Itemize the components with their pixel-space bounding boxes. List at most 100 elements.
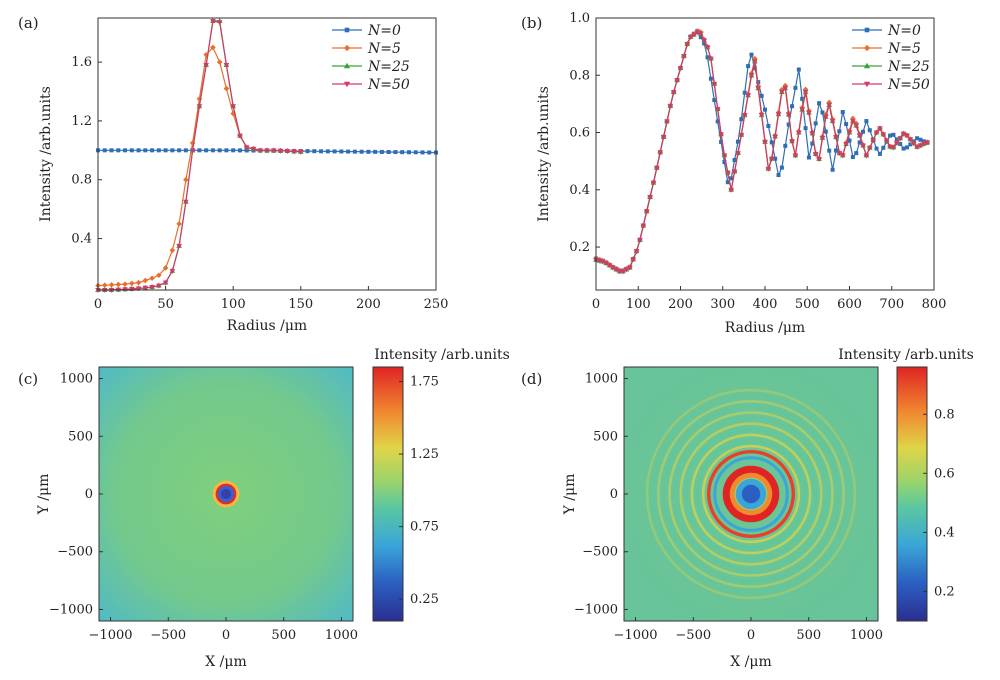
a-xtick-label-5: 250: [424, 297, 449, 312]
c-ytick-label-1: 500: [68, 429, 93, 444]
a-series-3-point-29: [291, 149, 297, 155]
b-series-3-point-67: [819, 135, 826, 141]
b-series-3-point-18: [654, 165, 660, 171]
b-series-3-point-17: [650, 180, 657, 186]
b-series-0-point-49: [759, 93, 764, 98]
a-legend-label-1: N=5: [367, 41, 401, 57]
b-series-0-point-75: [847, 138, 852, 143]
b-series-0-point-90: [898, 141, 903, 146]
b-legend-label-3: N=50: [887, 77, 930, 93]
b-series-0-point-36: [715, 119, 720, 124]
a-series-1-point-14: [189, 140, 196, 146]
c-xtick-label-4: 1000: [325, 628, 358, 643]
d-xtick-label-2: 0: [747, 628, 755, 643]
a-series-1-point-2: [108, 282, 115, 288]
b-series-3-point-66: [816, 156, 822, 162]
a-ytick-label-3: 1.6: [71, 55, 92, 70]
a-series-1-point-12: [176, 221, 182, 227]
a-series-0-point-1: [102, 148, 107, 153]
b-legend-marker-3: [863, 81, 871, 88]
b-series-0-point-88: [891, 132, 896, 137]
d-colorbar-label-1: 0.6: [934, 466, 955, 481]
b-series-3-point-83: [873, 130, 880, 136]
panel-b-xlabel: Radius /μm: [725, 320, 805, 336]
panel-c: −1000 −500 0 500 1000 1000 500 0 −500 −1000 X /μm…: [36, 347, 510, 670]
a-series-0-point-4: [123, 148, 128, 153]
a-series-0-point-49: [427, 150, 432, 155]
a-legend-marker-3: [343, 81, 351, 88]
b-series-0-point-56: [783, 143, 788, 148]
b-series-0-point-74: [844, 122, 849, 127]
a-series-0-point-48: [420, 150, 425, 155]
a-xtick-label-4: 200: [356, 297, 381, 312]
b-xtick-label-4: 400: [753, 297, 778, 312]
c-ytick-label-0: 1000: [60, 372, 93, 387]
a-series-3-point-6: [135, 286, 142, 292]
a-series-1-point-17: [210, 44, 216, 51]
b-series-0-point-34: [708, 76, 713, 81]
b-series-3-point-89: [894, 140, 900, 146]
b-series-3-point-91: [900, 131, 907, 137]
panel-d-ticks: −1000 −500 0 500 1000 1000 500 0 −500 −1000: [574, 372, 883, 643]
b-series-3-point-71: [833, 135, 839, 141]
d-colorbar-label-2: 0.4: [934, 525, 955, 540]
b-series-3-point-14: [640, 223, 647, 229]
b-series-3-point-55: [779, 90, 785, 96]
a-series-1-point-6: [135, 279, 142, 286]
a-xtick-label-3: 150: [288, 297, 313, 312]
b-series-0-point-41: [732, 158, 737, 163]
a-series-3-point-21: [237, 133, 243, 139]
a-series-3-point-11: [169, 268, 176, 274]
a-series-0-point-42: [379, 149, 384, 154]
b-series-3-point-75: [846, 130, 853, 136]
a-series-3-point-14: [189, 148, 196, 154]
a-series-0-point-22: [244, 148, 249, 153]
b-series-3-point-19: [657, 150, 664, 156]
b-series-0-point-54: [776, 173, 781, 178]
a-series-3-point-30: [298, 149, 304, 155]
a-series-0-point-40: [366, 149, 371, 154]
b-series-3-point-35: [711, 81, 718, 87]
d-outer-ring-9: [696, 439, 806, 549]
b-series-3-point-84: [877, 126, 883, 132]
b-series-3-point-58: [789, 139, 795, 145]
panel-d: −1000 −500 0 500 1000 1000 500 0 −500 −1000 X /μm…: [562, 347, 974, 670]
b-legend-marker-0: [864, 27, 870, 33]
b-series-3-point-16: [647, 194, 653, 200]
b-series-0-point-47: [752, 66, 757, 71]
b-series-3-point-95: [914, 144, 920, 150]
b-series-0-point-78: [857, 140, 862, 145]
b-series-3-point-26: [681, 54, 687, 60]
b-series-line-0: [595, 29, 928, 272]
b-series-0-point-46: [749, 52, 754, 57]
c-xtick-label-3: 500: [271, 628, 296, 643]
b-ytick-label-1: 0.4: [569, 183, 590, 198]
a-series-1-point-11: [169, 247, 176, 254]
a-series-0-point-9: [156, 148, 161, 153]
c-ytick-label-3: −500: [57, 545, 93, 560]
a-series-3-point-20: [230, 104, 236, 110]
a-series-0-point-3: [116, 148, 121, 153]
a-series-1-point-9: [156, 272, 162, 279]
panel-c-xlabel: X /μm: [205, 654, 247, 670]
b-series-0-point-51: [766, 123, 771, 128]
b-series-3-point-37: [718, 132, 724, 138]
a-series-1-point-8: [149, 275, 155, 282]
b-series-0-point-89: [894, 137, 899, 142]
a-series-1-point-1: [101, 282, 108, 289]
b-series-0-point-57: [786, 122, 791, 127]
a-series-3-point-18: [216, 20, 223, 26]
a-legend-marker-0: [344, 27, 350, 33]
a-series-0-point-2: [109, 148, 114, 153]
a-series-0-point-32: [312, 149, 317, 154]
b-series-3-point-48: [755, 86, 762, 92]
b-series-3-point-25: [677, 66, 684, 72]
d-outer-ring-0: [645, 388, 857, 600]
a-ytick-label-1: 0.8: [71, 173, 92, 188]
a-series-3-point-22: [243, 145, 250, 151]
a-series-3-point-19: [223, 63, 230, 69]
b-series-3-point-6: [613, 267, 620, 273]
b-series-3-point-74: [843, 141, 849, 147]
a-series-0-point-37: [346, 149, 351, 154]
b-series-3-point-85: [880, 132, 887, 138]
